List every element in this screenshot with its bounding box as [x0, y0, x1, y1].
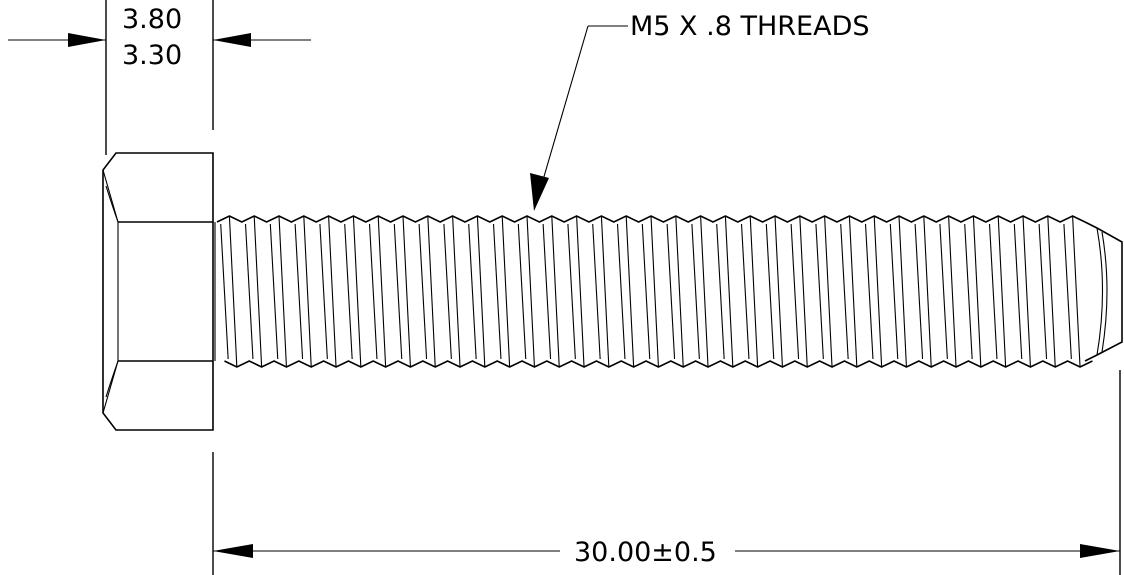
thread-root-line [988, 223, 998, 360]
thread-crest-line [948, 215, 957, 368]
thread-crest-line [774, 215, 783, 368]
thread-profile-top [216, 215, 1086, 223]
thread-crest-line [576, 215, 585, 368]
thread-root-line [1013, 223, 1023, 360]
bolt-tip [1084, 221, 1123, 362]
thread-crest-line [551, 215, 560, 368]
thread-root-line [765, 223, 775, 360]
threaded-shank [214, 215, 1093, 368]
length-dimension: 30.00±0.5 [212, 370, 1121, 575]
head-height-max-label: 3.80 [122, 4, 182, 35]
thread-crest-line [228, 215, 238, 368]
arrow-right-icon [68, 33, 106, 47]
thread-root-line [716, 223, 725, 360]
thread-root-line [344, 223, 353, 360]
thread-root-line [592, 223, 601, 360]
thread-crest-line [923, 215, 932, 368]
thread-root-line [914, 223, 924, 360]
thread-root-line [616, 223, 626, 360]
thread-root-line [864, 223, 874, 360]
arrow-left-icon [213, 33, 251, 47]
thread-root-line [368, 223, 378, 360]
thread-root-line [468, 223, 477, 360]
arrow-right-icon [1080, 544, 1120, 558]
thread-root-line [294, 223, 304, 360]
thread-crest-line [427, 215, 436, 368]
thread-root-line [790, 223, 800, 360]
thread-root-line [393, 223, 403, 360]
thread-crest-line [824, 215, 833, 368]
thread-crest-line [675, 215, 684, 368]
thread-root-line [418, 223, 428, 360]
thread-callout-label: M5 X .8 THREADS [630, 11, 870, 42]
thread-crest-line [253, 215, 263, 368]
thread-root-line [244, 223, 254, 360]
thread-crest-line [1022, 215, 1031, 368]
thread-crest-line [799, 215, 808, 368]
thread-crest-line [1047, 215, 1056, 368]
thread-callout: M5 X .8 THREADS [530, 11, 870, 211]
thread-crest-line [526, 215, 535, 368]
bolt-head [102, 152, 214, 431]
thread-crest-line [501, 215, 511, 368]
thread-crest-line [303, 215, 312, 368]
thread-crest-line [452, 215, 461, 368]
thread-root-line [691, 223, 700, 360]
thread-root-line [964, 223, 973, 360]
thread-crest-line [328, 215, 337, 368]
thread-root-line [319, 223, 328, 360]
thread-crest-line [402, 215, 411, 368]
thread-crest-line [997, 215, 1007, 368]
thread-root-line [443, 223, 452, 360]
thread-root-line [641, 223, 651, 360]
thread-crest-line [848, 215, 858, 368]
thread-root-line [1038, 223, 1048, 360]
thread-crest-line [650, 215, 659, 368]
thread-root-line [1063, 223, 1072, 360]
thread-root-line [542, 223, 552, 360]
thread-root-line [220, 223, 229, 360]
thread-root-line [889, 223, 899, 360]
thread-crest-line [700, 215, 709, 368]
thread-crest-line [377, 215, 387, 368]
thread-crest-line [749, 215, 759, 368]
head-dimension: 3.80 3.30 [8, 0, 311, 155]
thread-crest-line [972, 215, 982, 368]
thread-crest-line [898, 215, 907, 368]
arrow-left-icon [213, 544, 253, 558]
thread-crest-line [600, 215, 610, 368]
thread-crest-line [278, 215, 287, 368]
thread-crest-line [625, 215, 635, 368]
thread-root-line [269, 223, 279, 360]
overall-length-label: 30.00±0.5 [574, 537, 717, 568]
thread-root-line [840, 223, 849, 360]
thread-root-line [815, 223, 824, 360]
leader-arrow-icon [530, 173, 549, 211]
thread-root-line [492, 223, 502, 360]
thread-crest-line [476, 215, 486, 368]
thread-crest-line [1072, 215, 1081, 368]
thread-crest-line [724, 215, 734, 368]
head-height-min-label: 3.30 [122, 40, 182, 71]
thread-profile-bottom [224, 360, 1093, 368]
thread-root-line [517, 223, 527, 360]
thread-root-line [666, 223, 676, 360]
thread-crest-line [873, 215, 883, 368]
thread-root-line [567, 223, 576, 360]
thread-root-line [939, 223, 948, 360]
thread-root-line [740, 223, 750, 360]
thread-crest-line [352, 215, 362, 368]
